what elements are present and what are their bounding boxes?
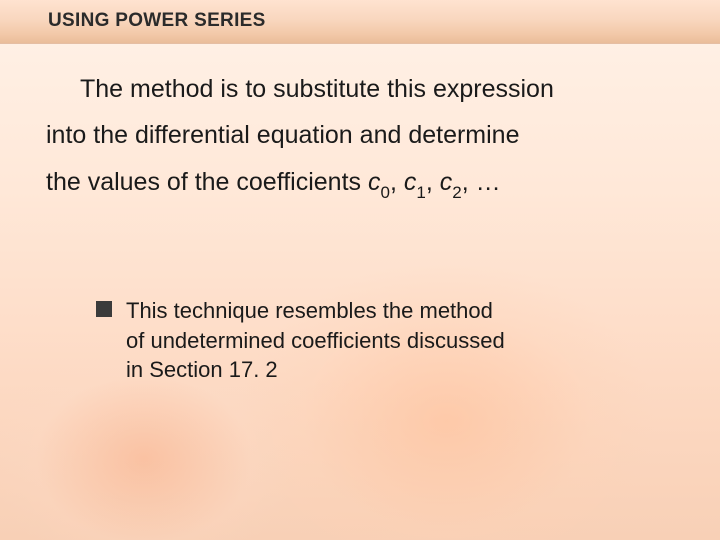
body-paragraph: The method is to substitute this express… [46, 66, 690, 206]
coef-c0-sym: c [368, 168, 381, 196]
bullet-line-1: This technique resembles the method [126, 298, 493, 323]
bullet-line-3: in Section 17. 2 [126, 357, 278, 382]
slide-title: USING POWER SERIES [48, 10, 266, 32]
coef-c2-sym: c [440, 168, 453, 196]
coef-c0-sub: 0 [380, 183, 389, 202]
sep-01: , [390, 168, 404, 196]
body-line-3-tail: , … [462, 168, 501, 196]
coef-c1-sym: c [404, 168, 417, 196]
coef-c1-sub: 1 [416, 183, 425, 202]
bullet-line-2: of undetermined coefficients discussed [126, 328, 505, 353]
bullet-text: This technique resembles the method of u… [126, 296, 505, 385]
square-bullet-icon [96, 301, 112, 317]
body-line-1: The method is to substitute this express… [80, 75, 554, 103]
coef-c2-sub: 2 [452, 183, 461, 202]
body-line-2: into the differential equation and deter… [46, 121, 520, 149]
bullet-item: This technique resembles the method of u… [96, 296, 600, 385]
body-line-3-lead: the values of the coefficients [46, 168, 368, 196]
sep-12: , [426, 168, 440, 196]
